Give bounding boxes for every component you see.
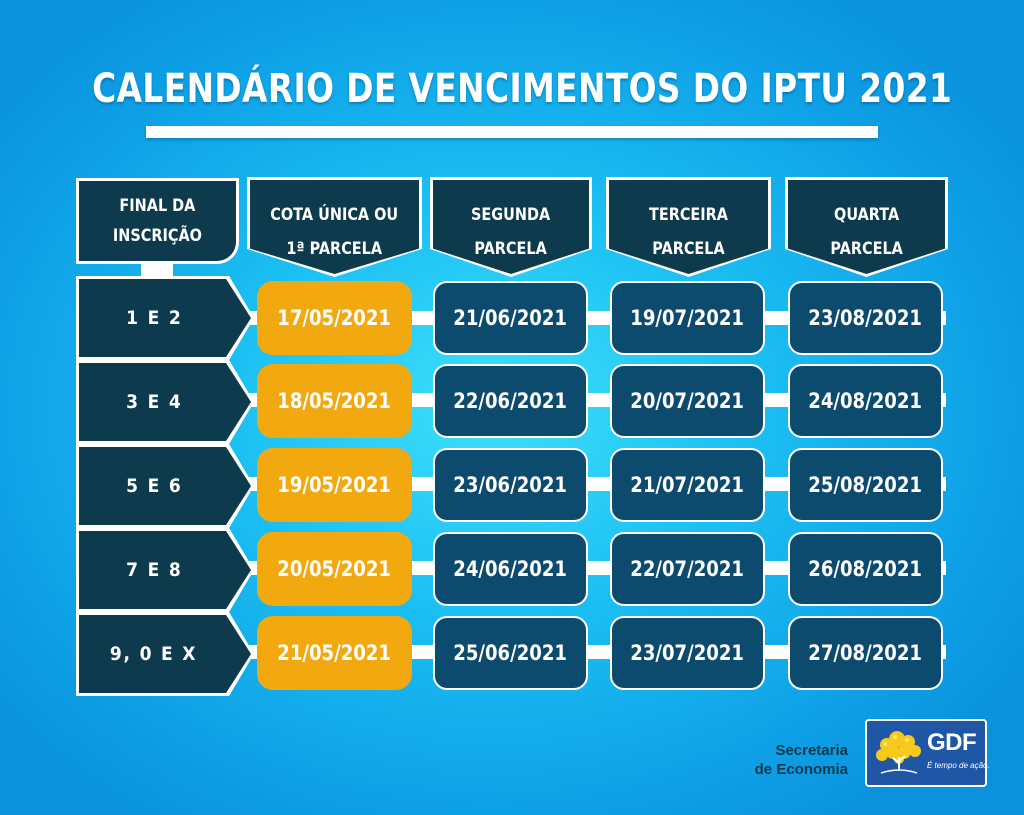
header-final-line1: FINAL DA [119, 196, 196, 216]
date-cell: 22/07/2021 [610, 532, 765, 606]
row-label-text: 1 E 2 [125, 307, 183, 329]
date-text: 17/05/2021 [277, 306, 392, 330]
header-final-inscricao: FINAL DA INSCRIÇÃO [76, 178, 239, 264]
header-col4-line2: PARCELA [830, 239, 903, 259]
date-cell: 19/07/2021 [610, 281, 765, 355]
row-label-text: 7 E 8 [125, 559, 183, 581]
date-cell: 25/08/2021 [788, 448, 943, 522]
secretaria-line1: Secretaria [775, 742, 848, 759]
date-cell: 24/08/2021 [788, 364, 943, 438]
date-text: 24/08/2021 [808, 389, 923, 413]
header-col3-line1: TERCEIRA [648, 205, 729, 225]
date-cell: 25/06/2021 [433, 616, 588, 690]
date-cell-gold: 21/05/2021 [257, 616, 412, 690]
header-cota-unica: COTA ÚNICA OU 1ª PARCELA [247, 177, 422, 277]
date-text: 27/08/2021 [808, 641, 923, 665]
header-col4-line1: QUARTA [833, 205, 900, 225]
secretaria-line2: de Economia [754, 761, 848, 778]
date-text: 18/05/2021 [277, 389, 392, 413]
date-cell: 22/06/2021 [433, 364, 588, 438]
header-terceira-parcela: TERCEIRA PARCELA [606, 177, 771, 277]
date-cell: 21/06/2021 [433, 281, 588, 355]
date-text: 23/07/2021 [630, 641, 745, 665]
date-text: 19/07/2021 [630, 306, 745, 330]
date-cell-gold: 17/05/2021 [257, 281, 412, 355]
row-label-2: 3 E 4 [76, 360, 254, 444]
date-text: 20/07/2021 [630, 389, 745, 413]
date-cell: 21/07/2021 [610, 448, 765, 522]
gdf-logo-box: GDF É tempo de ação. [865, 719, 990, 787]
date-text: 26/08/2021 [808, 557, 923, 581]
gdf-ipe-tree-logo-icon [876, 731, 921, 774]
date-text: 20/05/2021 [277, 557, 392, 581]
date-text: 21/06/2021 [453, 306, 568, 330]
date-text: 19/05/2021 [277, 473, 392, 497]
row-label-5: 9, 0 E X [76, 612, 254, 696]
header-segunda-parcela: SEGUNDA PARCELA [430, 177, 592, 277]
date-cell-gold: 19/05/2021 [257, 448, 412, 522]
page-title: CALENDÁRIO DE VENCIMENTOS DO IPTU 2021 [92, 66, 953, 112]
row-label-1: 1 E 2 [76, 276, 254, 360]
row-label-text: 3 E 4 [125, 391, 183, 413]
header-col1-line2: 1ª PARCELA [286, 239, 383, 259]
date-text: 21/05/2021 [277, 641, 392, 665]
header-final-line2: INSCRIÇÃO [112, 226, 203, 246]
header-col1-line1: COTA ÚNICA OU [270, 205, 399, 225]
date-text: 23/06/2021 [453, 473, 568, 497]
date-text: 21/07/2021 [630, 473, 745, 497]
row-label-text: 9, 0 E X [110, 643, 198, 665]
header-connector [141, 262, 173, 276]
header-col2-line1: SEGUNDA [471, 205, 551, 225]
gdf-slogan: É tempo de ação. [927, 761, 990, 770]
date-cell: 24/06/2021 [433, 532, 588, 606]
row-label-text: 5 E 6 [125, 475, 183, 497]
date-cell-gold: 20/05/2021 [257, 532, 412, 606]
date-cell: 20/07/2021 [610, 364, 765, 438]
date-cell: 26/08/2021 [788, 532, 943, 606]
gdf-name: GDF [927, 729, 977, 756]
date-text: 22/07/2021 [630, 557, 745, 581]
date-cell: 23/07/2021 [610, 616, 765, 690]
date-cell-gold: 18/05/2021 [257, 364, 412, 438]
date-cell: 23/08/2021 [788, 281, 943, 355]
secretaria-economia-text: Secretaria de Economia [755, 741, 848, 779]
date-cell: 27/08/2021 [788, 616, 943, 690]
date-cell: 23/06/2021 [433, 448, 588, 522]
header-quarta-parcela: QUARTA PARCELA [785, 177, 948, 277]
date-text: 23/08/2021 [808, 306, 923, 330]
header-col3-line2: PARCELA [652, 239, 725, 259]
row-label-3: 5 E 6 [76, 444, 254, 528]
date-text: 25/06/2021 [453, 641, 568, 665]
date-text: 25/08/2021 [808, 473, 923, 497]
row-label-4: 7 E 8 [76, 528, 254, 612]
date-text: 22/06/2021 [453, 389, 568, 413]
date-text: 24/06/2021 [453, 557, 568, 581]
header-col2-line2: PARCELA [474, 239, 548, 259]
title-underline [146, 126, 878, 138]
